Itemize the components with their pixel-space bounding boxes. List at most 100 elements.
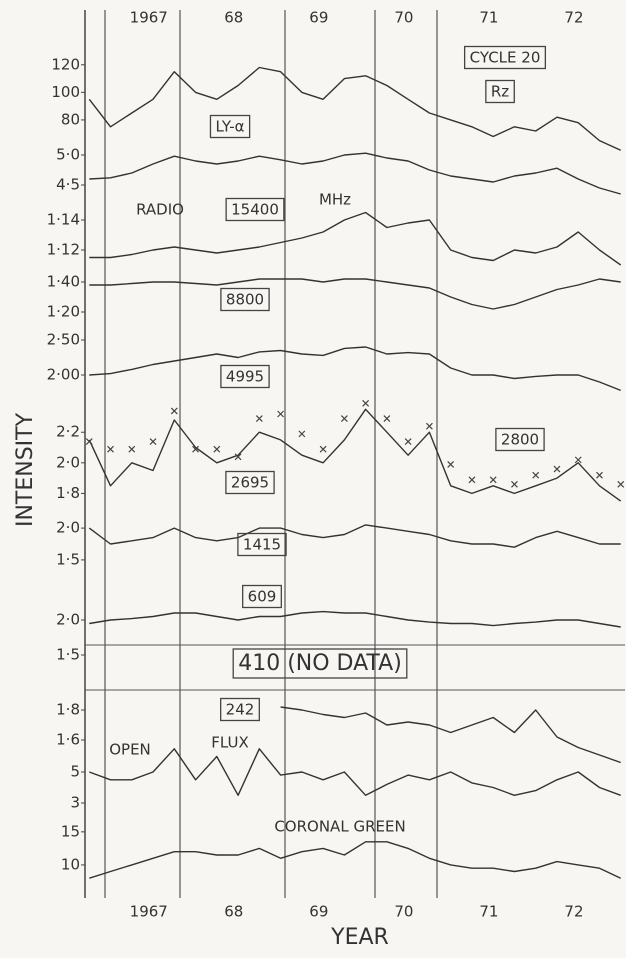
panel-label-box [220,287,270,312]
y-tick-label: 3 [70,794,80,812]
cross-marker [213,445,221,453]
x-tick-label: 69 [309,903,328,921]
cross-marker [489,476,497,484]
cross-marker [574,456,582,464]
y-tick-label: 120 [51,55,80,73]
y-axis-title: INTENSITY [13,412,38,527]
y-tick-label: 5 [70,763,80,781]
cross-marker [234,453,242,461]
panel-label: OPEN [109,741,151,759]
y-tick-label: 1·5 [56,646,80,664]
x-tick-label-top: 68 [224,9,243,27]
y-tick-label: 1·40 [47,273,80,291]
cross-marker [298,430,306,438]
panel-label: Rz [491,83,509,101]
panel-label: 15400 [231,201,279,219]
series-line [88,66,621,151]
panel-label: 4995 [226,368,264,386]
y-tick-label: 5·0 [56,146,80,164]
cross-marker [383,415,391,423]
y-tick-label: 1·5 [56,550,80,568]
y-tick-label: 1·20 [47,303,80,321]
series-line [88,524,621,548]
series-line [89,841,621,879]
panel-label: CORONAL GREEN [274,818,405,836]
y-tick-label: 1·8 [56,701,80,719]
y-tick-label: 15 [61,822,80,840]
series-line [89,610,621,628]
y-tick-label: 2·2 [56,423,80,441]
series-line [88,408,622,502]
cross-marker [425,422,433,430]
panel-label: 242 [226,701,255,719]
panel-label: 609 [248,588,277,606]
panel-label-box [225,470,275,495]
y-tick-label: 4·5 [56,176,80,194]
y-tick-label: 1·12 [47,241,80,259]
panel-label-box [237,532,287,557]
x-tick-label-top: 72 [564,9,583,27]
cross-marker [468,476,476,484]
panel-label: LY-α [215,118,244,136]
series-line [89,211,622,266]
series-line [89,278,621,310]
panel-label: 1415 [243,536,281,554]
x-tick-label-top: 1967 [130,9,168,27]
series-line [89,748,621,796]
cross-marker [340,415,348,423]
series-line [280,706,621,764]
panel-label: MHz [319,191,351,209]
panel-label-box [485,79,515,104]
x-tick-label-top: 71 [479,9,498,27]
y-tick-label: 1·6 [56,731,80,749]
panel-label: 8800 [226,291,264,309]
y-tick-label: 2·0 [56,611,80,629]
no-data-label: 410 (NO DATA) [238,651,402,676]
x-tick-label: 70 [394,903,413,921]
x-tick-label: 1967 [130,903,168,921]
x-tick-label: 71 [479,903,498,921]
cross-marker [128,445,136,453]
cross-marker [511,480,518,488]
x-axis-title: YEAR [330,925,389,950]
panel-label-box [225,197,285,222]
cross-marker [192,445,199,453]
series-line [89,152,621,195]
x-tick-label-top: 69 [309,9,328,27]
y-tick-label: 1·8 [56,484,80,502]
y-tick-label: 2·50 [47,331,80,349]
no-data-label-box [232,648,408,679]
series-line [89,346,621,392]
y-tick-label: 10 [61,855,80,873]
cross-marker [532,471,540,479]
panel-label: RADIO [136,201,184,219]
cross-marker [149,438,157,445]
y-tick-label: 2·0 [56,453,80,471]
y-tick-label: 2·00 [47,366,80,384]
y-tick-label: 2·0 [56,519,80,537]
panel-label-box [242,584,282,609]
panel-label: FLUX [211,734,249,752]
cross-marker [617,480,625,488]
cross-marker [107,445,114,453]
panel-label: 2695 [231,474,269,492]
cross-marker [404,438,412,445]
cross-marker [447,461,455,468]
y-tick-label: 1·14 [47,211,80,229]
panel-label: 2800 [501,431,539,449]
x-tick-label: 68 [224,903,243,921]
cross-marker [319,445,327,453]
x-tick-label-top: 70 [394,9,413,27]
panel-label-box [463,45,547,70]
panel-label-box [220,364,270,389]
cross-marker [553,465,561,473]
y-tick-label: 80 [61,110,80,128]
panel-label-box [495,427,545,452]
panel-label-box [220,697,260,722]
cross-marker [255,415,263,423]
cross-marker [85,438,93,445]
cross-marker [596,471,603,479]
panel-label-box [209,114,251,139]
